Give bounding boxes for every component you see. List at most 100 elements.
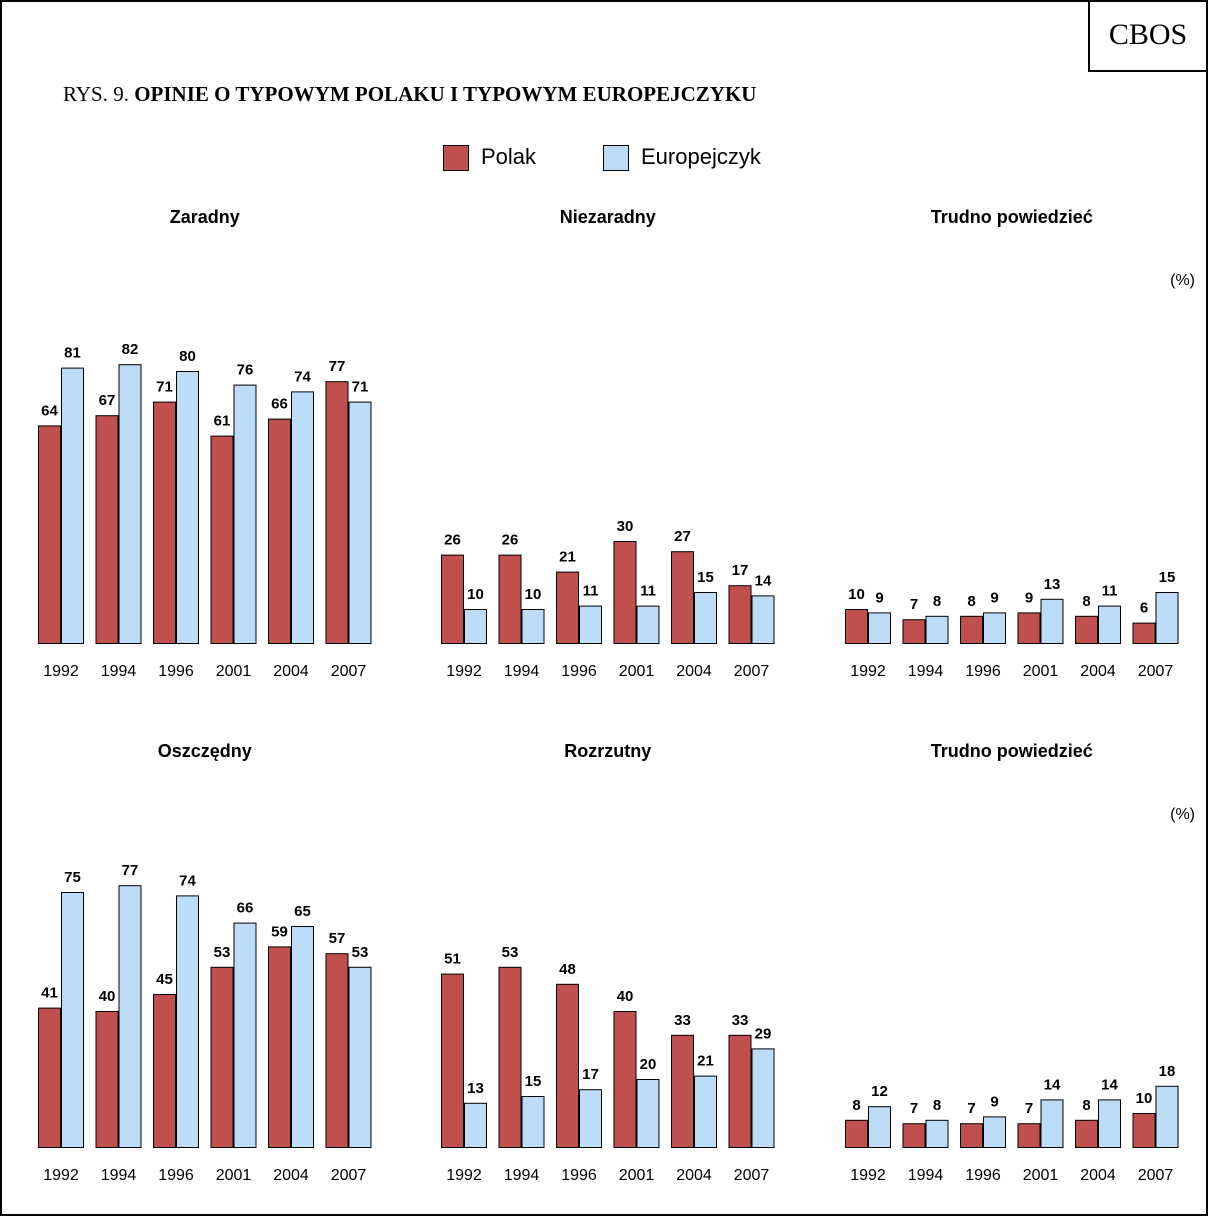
x-tick-label-1992: 1992 — [446, 663, 482, 680]
data-label-polak-2001: 30 — [617, 518, 634, 535]
bar-europejczyk-2007 — [348, 966, 372, 1148]
chart-title: Trudno powiedzieć — [931, 207, 1093, 227]
chart-title: Zaradny — [170, 207, 240, 227]
data-label-polak-2001: 40 — [617, 988, 634, 1005]
chart-panel-2: Niezaradny 26 10 1992 26 10 1994 21 11 1996 30 11 20… — [441, 207, 775, 680]
x-tick-label-1994: 1994 — [504, 1167, 540, 1184]
x-tick-label-2007: 2007 — [1138, 663, 1174, 680]
bar-europejczyk-1996 — [579, 1089, 602, 1148]
bar-europejczyk-2001 — [636, 605, 660, 644]
bar-europejczyk-1994 — [925, 615, 949, 644]
bar-europejczyk-1992 — [868, 612, 891, 645]
data-label-europejczyk-1992: 81 — [64, 345, 81, 362]
data-label-polak-1994: 7 — [910, 1100, 918, 1117]
data-label-europejczyk-2007: 29 — [755, 1025, 772, 1042]
data-label-polak-2004: 33 — [674, 1012, 691, 1029]
data-label-europejczyk-2007: 18 — [1159, 1063, 1176, 1080]
bar-polak-2004 — [1075, 1119, 1098, 1149]
bar-polak-2001 — [210, 435, 234, 644]
bar-polak-2001 — [1017, 612, 1041, 645]
chart-title: Rozrzutny — [564, 741, 651, 761]
data-label-polak-1996: 48 — [559, 961, 576, 978]
x-tick-label-2001: 2001 — [216, 663, 252, 680]
x-tick-label-1992: 1992 — [446, 1167, 482, 1184]
x-tick-label-2007: 2007 — [1138, 1167, 1174, 1184]
data-label-polak-2001: 61 — [214, 413, 231, 430]
chart-panel-5: Rozrzutny 51 13 1992 53 15 1994 48 17 1996 40 20 200… — [441, 741, 775, 1184]
data-label-europejczyk-2001: 20 — [640, 1056, 657, 1073]
data-label-europejczyk-1994: 8 — [933, 593, 941, 610]
bar-europejczyk-1992 — [61, 892, 84, 1148]
unit-label: (%) — [1170, 272, 1195, 289]
bar-europejczyk-2004 — [1098, 1099, 1121, 1149]
data-label-europejczyk-2004: 74 — [294, 368, 311, 385]
data-label-europejczyk-2004: 11 — [1102, 583, 1118, 600]
figure-title: RYS. 9. OPINIE O TYPOWYM POLAKU I TYPOWY… — [63, 82, 756, 107]
data-label-polak-2004: 66 — [271, 396, 288, 413]
bar-europejczyk-1994 — [925, 1119, 949, 1149]
bar-europejczyk-1996 — [176, 371, 199, 644]
data-label-polak-1994: 7 — [910, 596, 918, 613]
x-tick-label-1996: 1996 — [965, 663, 1001, 680]
bar-polak-2007 — [1132, 1113, 1156, 1148]
data-label-polak-2001: 9 — [1025, 589, 1033, 606]
x-tick-label-1994: 1994 — [908, 1167, 944, 1184]
bar-europejczyk-1994 — [118, 885, 142, 1148]
data-label-polak-2007: 17 — [732, 562, 749, 579]
data-label-europejczyk-2001: 76 — [237, 362, 254, 379]
bar-polak-1994 — [902, 1123, 926, 1148]
bar-europejczyk-1996 — [176, 895, 199, 1149]
data-label-polak-1994: 26 — [502, 532, 519, 549]
data-label-europejczyk-1992: 10 — [467, 586, 484, 603]
data-label-polak-1996: 45 — [156, 971, 173, 988]
bar-polak-2007 — [728, 1034, 752, 1149]
data-label-polak-2004: 8 — [1082, 1097, 1090, 1114]
data-label-polak-1992: 64 — [41, 402, 58, 419]
bar-polak-1992 — [441, 554, 464, 644]
data-label-europejczyk-2004: 15 — [697, 569, 714, 586]
bar-polak-1994 — [95, 1011, 119, 1148]
data-label-europejczyk-2007: 53 — [352, 944, 369, 961]
bar-polak-2004 — [671, 1034, 694, 1149]
bar-polak-2007 — [1132, 622, 1156, 644]
bar-europejczyk-2004 — [291, 926, 314, 1148]
data-label-polak-2007: 10 — [1136, 1090, 1153, 1107]
data-label-polak-2007: 33 — [732, 1012, 749, 1029]
brand-box: CBOS — [1088, 2, 1206, 72]
bar-polak-1996 — [960, 615, 983, 644]
x-tick-label-2004: 2004 — [676, 663, 712, 680]
bar-polak-2001 — [613, 541, 637, 644]
data-label-polak-1992: 8 — [852, 1097, 860, 1114]
x-tick-label-2001: 2001 — [216, 1167, 252, 1184]
x-tick-label-1996: 1996 — [158, 1167, 194, 1184]
x-tick-label-2004: 2004 — [676, 1167, 712, 1184]
bar-polak-1996 — [556, 983, 579, 1148]
figure-title-text: OPINIE O TYPOWYM POLAKU I TYPOWYM EUROPE… — [134, 82, 757, 106]
data-label-polak-1996: 71 — [156, 379, 173, 396]
bar-polak-1992 — [845, 1119, 868, 1149]
x-tick-label-1994: 1994 — [504, 663, 540, 680]
data-label-europejczyk-2007: 71 — [352, 379, 369, 396]
data-label-europejczyk-1992: 75 — [64, 869, 81, 886]
bar-polak-2001 — [613, 1011, 637, 1148]
data-label-europejczyk-1996: 11 — [583, 583, 599, 600]
x-tick-label-1996: 1996 — [561, 1167, 597, 1184]
bar-polak-2004 — [1075, 615, 1098, 644]
bar-polak-2004 — [268, 946, 291, 1149]
chart-panel-1: Zaradny 64 81 1992 67 82 1994 71 80 1996 61 76 2001 6… — [38, 207, 372, 680]
data-label-europejczyk-1992: 12 — [871, 1083, 888, 1100]
x-tick-label-1994: 1994 — [101, 663, 137, 680]
data-label-europejczyk-1992: 13 — [467, 1080, 484, 1097]
bar-europejczyk-2004 — [694, 1075, 717, 1148]
bar-europejczyk-2004 — [694, 592, 717, 644]
data-label-europejczyk-1992: 9 — [875, 589, 883, 606]
data-label-europejczyk-1994: 10 — [525, 586, 542, 603]
data-label-europejczyk-2001: 66 — [237, 900, 254, 917]
data-label-europejczyk-1996: 74 — [179, 872, 196, 889]
bar-polak-2004 — [268, 418, 291, 644]
bar-europejczyk-1994 — [521, 609, 545, 644]
bar-polak-2001 — [1017, 1123, 1041, 1148]
data-label-europejczyk-1996: 17 — [582, 1066, 599, 1083]
x-tick-label-1996: 1996 — [965, 1167, 1001, 1184]
